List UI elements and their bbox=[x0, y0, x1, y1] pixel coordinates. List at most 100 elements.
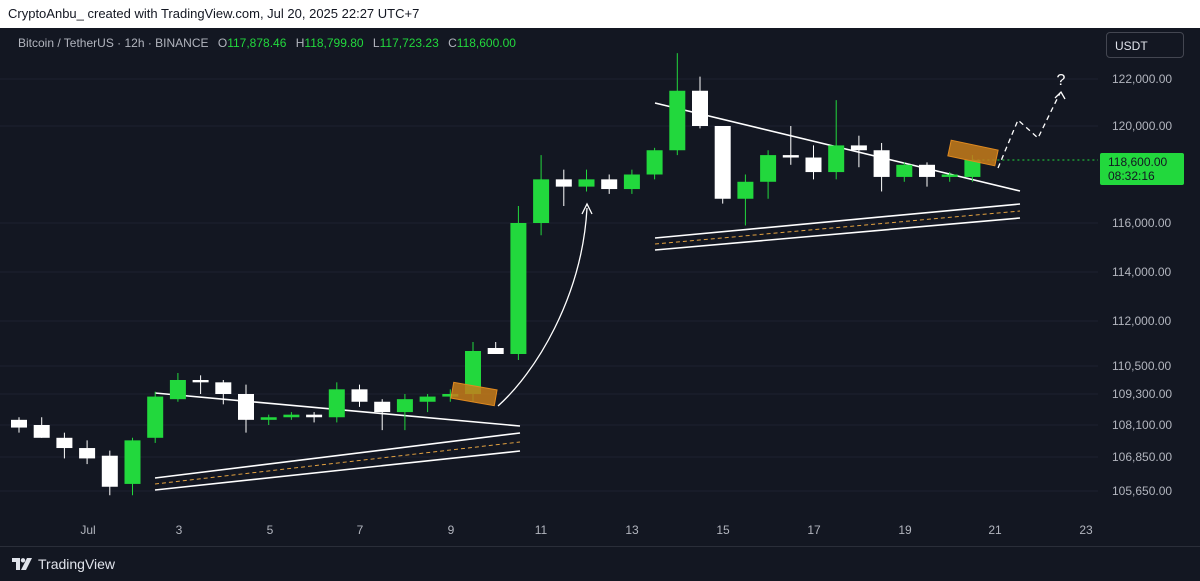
question-mark-annotation: ? bbox=[1057, 72, 1066, 89]
candle bbox=[760, 150, 777, 199]
candle bbox=[873, 142, 890, 192]
x-tick-label: 15 bbox=[716, 523, 730, 537]
candle-body bbox=[351, 389, 368, 402]
currency-selector[interactable]: USDT bbox=[1106, 32, 1184, 58]
candle-body bbox=[964, 159, 981, 177]
x-tick-label: 23 bbox=[1079, 523, 1093, 537]
y-tick-label: 108,100.00 bbox=[1112, 418, 1172, 432]
candle-body bbox=[396, 399, 413, 413]
candle bbox=[79, 440, 96, 465]
y-tick-label: 106,850.00 bbox=[1112, 450, 1172, 464]
candle-body bbox=[601, 179, 618, 190]
candle-body bbox=[714, 126, 731, 199]
top-attribution-bar: CryptoAnbu_ created with TradingView.com… bbox=[0, 0, 1200, 29]
candle bbox=[896, 162, 913, 182]
candle bbox=[351, 384, 368, 407]
candle-body bbox=[555, 179, 572, 187]
candle-body bbox=[33, 425, 50, 438]
candle-body bbox=[147, 396, 164, 438]
y-tick-label: 109,300.00 bbox=[1112, 387, 1172, 401]
candle-body bbox=[919, 164, 935, 177]
forecast-path bbox=[997, 92, 1061, 169]
breakout-box bbox=[450, 381, 498, 407]
candle bbox=[11, 417, 27, 433]
candle-body bbox=[11, 419, 27, 428]
candle-body bbox=[283, 414, 300, 418]
close-value: 118,600.00 bbox=[456, 36, 516, 50]
close-label: C bbox=[448, 36, 457, 50]
x-tick-label: 3 bbox=[176, 523, 183, 537]
candle-body bbox=[169, 380, 186, 400]
candle bbox=[374, 399, 391, 431]
candle-body bbox=[896, 164, 913, 177]
x-tick-label: 21 bbox=[988, 523, 1002, 537]
candle bbox=[306, 412, 323, 423]
candle bbox=[328, 382, 345, 423]
support-channel-line bbox=[654, 203, 1021, 239]
candle-body bbox=[124, 440, 141, 484]
x-tick-label: 9 bbox=[448, 523, 455, 537]
candle-body bbox=[374, 401, 391, 413]
candle bbox=[56, 432, 73, 459]
high-label: H bbox=[295, 36, 305, 50]
brand-text: TradingView bbox=[38, 556, 116, 572]
candle-body bbox=[238, 394, 254, 420]
candle bbox=[714, 126, 731, 204]
candle bbox=[555, 169, 572, 207]
support-channel-line bbox=[154, 450, 521, 491]
candle-body bbox=[623, 174, 640, 190]
candle bbox=[805, 145, 822, 180]
y-tick-label: 116,000.00 bbox=[1112, 216, 1171, 230]
y-tick-label: 112,000.00 bbox=[1112, 314, 1171, 328]
symbol-legend: Bitcoin / TetherUS · 12h · BINANCE O117,… bbox=[18, 36, 516, 50]
channel-midline bbox=[654, 210, 1021, 245]
tradingview-brand[interactable]: TradingView bbox=[12, 556, 115, 572]
candle-body bbox=[941, 174, 958, 177]
candle-body bbox=[850, 145, 867, 151]
price-tag-countdown: 08:32:16 bbox=[1108, 169, 1155, 183]
candle-body bbox=[646, 150, 663, 175]
candle bbox=[919, 162, 935, 187]
open-value: 117,878.46 bbox=[227, 36, 287, 50]
high-value: 118,799.80 bbox=[304, 36, 364, 50]
y-tick-label: 110,500.00 bbox=[1112, 359, 1171, 373]
x-tick-label: 13 bbox=[625, 523, 639, 537]
candle-body bbox=[760, 155, 777, 182]
candle-body bbox=[465, 351, 481, 394]
x-tick-label: 19 bbox=[898, 523, 912, 537]
chart-panel[interactable]: ? 118,600.00 08:32:16 122,000.00 120,000.00… bbox=[0, 28, 1200, 546]
candle bbox=[850, 135, 867, 168]
candle bbox=[828, 100, 845, 180]
bottom-bar: TradingView bbox=[0, 546, 1200, 581]
candle-body bbox=[419, 396, 436, 402]
candle-body bbox=[533, 179, 550, 223]
candle bbox=[941, 172, 958, 182]
candle bbox=[169, 373, 186, 402]
candle bbox=[578, 169, 595, 192]
candle bbox=[601, 174, 618, 194]
channel-midline bbox=[154, 441, 521, 485]
candle-body bbox=[510, 223, 527, 354]
breakout-box bbox=[947, 139, 999, 167]
open-label: O bbox=[217, 36, 228, 50]
symbol-name: Bitcoin / TetherUS · 12h · BINANCE bbox=[18, 36, 209, 50]
candle-body bbox=[578, 179, 595, 187]
candle bbox=[646, 147, 663, 180]
support-channel-line bbox=[654, 217, 1021, 251]
candle-body bbox=[306, 414, 323, 418]
candle-body bbox=[692, 90, 708, 126]
x-tick-label: 11 bbox=[535, 523, 548, 537]
candle bbox=[215, 380, 232, 405]
candle-body bbox=[669, 90, 686, 151]
low-value: 117,723.23 bbox=[379, 36, 439, 50]
support-channel-line bbox=[154, 432, 521, 479]
candle-body bbox=[805, 157, 822, 173]
x-tick-label: 17 bbox=[807, 523, 821, 537]
candle-body bbox=[487, 348, 504, 354]
candle bbox=[260, 414, 277, 425]
candle bbox=[396, 394, 413, 431]
candle-body bbox=[873, 150, 890, 177]
candle bbox=[737, 174, 754, 226]
candle bbox=[782, 126, 799, 165]
